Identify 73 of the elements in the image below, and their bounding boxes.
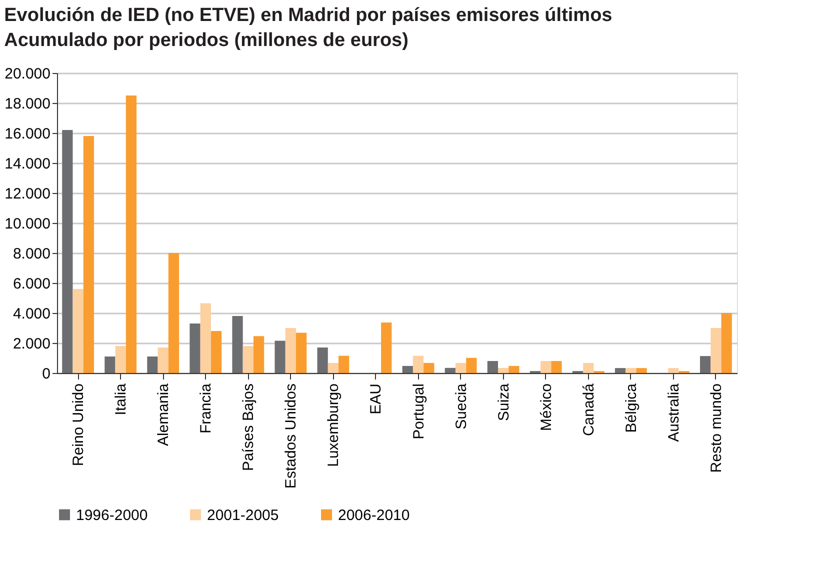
bar xyxy=(508,366,520,373)
bar xyxy=(104,356,116,373)
y-tick-label: 4.000 xyxy=(12,306,50,322)
bar xyxy=(115,346,126,373)
bar xyxy=(412,356,424,373)
x-tick-label: Luxemburgo xyxy=(325,384,342,467)
bar xyxy=(296,332,307,373)
x-tick-label: Estados Unidos xyxy=(282,384,300,489)
bar xyxy=(540,361,552,373)
y-tick-label: 8.000 xyxy=(12,246,50,262)
x-tick-label: Australia xyxy=(665,382,682,442)
bar xyxy=(232,316,243,373)
x-tick-label: Resto mundo xyxy=(708,384,725,473)
x-tick-label: Portugal xyxy=(410,384,428,440)
bar xyxy=(551,361,562,373)
bar xyxy=(455,362,466,373)
y-tick-label: 0 xyxy=(42,366,50,382)
x-tick-label: Suecia xyxy=(452,382,470,430)
legend-label: 2006-2010 xyxy=(338,506,410,524)
legend-label: 2001-2005 xyxy=(207,506,279,524)
y-tick-label: 12.000 xyxy=(4,186,50,202)
x-tick-label: Bélgica xyxy=(622,382,640,433)
bar xyxy=(402,366,413,373)
x-tick-label: Italia xyxy=(112,382,130,416)
x-tick-label: Francia xyxy=(198,382,215,434)
bar xyxy=(614,368,626,373)
bar xyxy=(721,313,732,373)
y-tick-label: 2.000 xyxy=(12,336,50,352)
y-tick-label: 18.000 xyxy=(4,96,50,112)
bar xyxy=(498,368,509,373)
bar xyxy=(62,130,73,373)
bar xyxy=(72,289,84,373)
bar xyxy=(210,331,222,373)
bar xyxy=(200,303,211,373)
bar xyxy=(274,340,286,373)
bar xyxy=(242,346,254,373)
bar xyxy=(444,368,456,373)
x-tick-label: México xyxy=(538,384,555,432)
bar xyxy=(317,348,328,373)
bar xyxy=(253,336,264,373)
bar xyxy=(168,253,180,373)
bar xyxy=(710,328,722,373)
bar xyxy=(83,136,94,373)
bar xyxy=(626,368,636,373)
x-tick-label: Canadá xyxy=(580,382,598,436)
y-tick-label: 10.000 xyxy=(4,216,50,232)
bar xyxy=(583,362,594,373)
x-tick-label: EAU xyxy=(368,384,385,414)
x-tick-label: Reino Unido xyxy=(70,384,88,466)
legend-label: 1996-2000 xyxy=(76,506,148,524)
bar xyxy=(285,328,296,373)
y-tick-label: 6.000 xyxy=(12,276,50,292)
x-tick-label: Suiza xyxy=(495,382,512,422)
chart-subtitle: Acumulado por periodos (millones de euros) xyxy=(4,30,408,51)
bar xyxy=(466,358,477,373)
bar xyxy=(636,368,647,373)
y-tick-label: 16.000 xyxy=(4,126,50,142)
bar xyxy=(338,356,350,373)
bar xyxy=(147,356,158,373)
bar xyxy=(487,361,498,373)
bar xyxy=(190,324,200,373)
bar xyxy=(328,362,339,373)
bar xyxy=(424,362,434,373)
y-tick-label: 14.000 xyxy=(4,156,50,172)
x-tick-label: Alemania xyxy=(155,382,172,446)
chart-title: Evolución de IED (no ETVE) en Madrid por países emisores últimos xyxy=(4,5,612,26)
bar xyxy=(668,368,679,373)
bar xyxy=(158,348,168,373)
bar xyxy=(381,322,392,373)
bar xyxy=(126,96,137,373)
y-tick-label: 20.000 xyxy=(4,66,50,82)
x-tick-label: Países Bajos xyxy=(240,384,258,472)
bar xyxy=(700,356,711,373)
